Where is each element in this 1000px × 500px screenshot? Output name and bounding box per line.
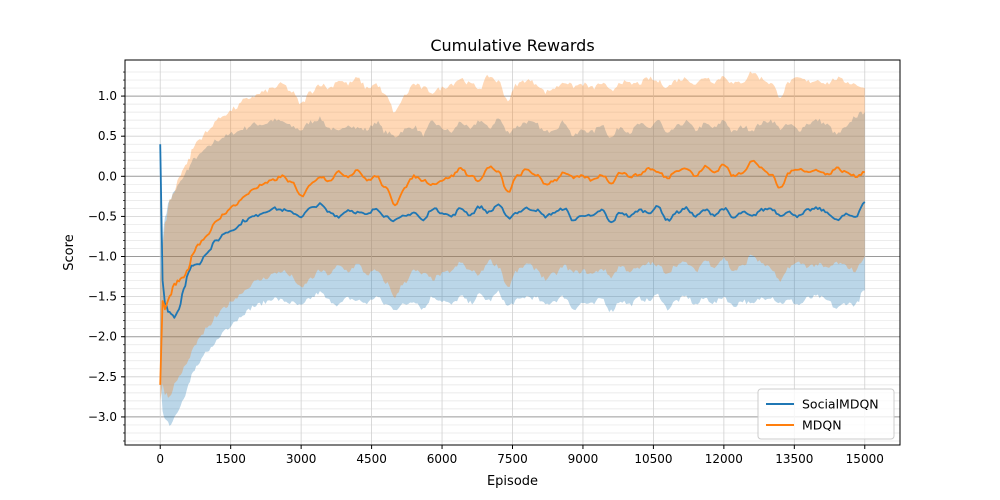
- x-tick-label: 1500: [215, 452, 246, 466]
- x-tick-label: 10500: [634, 452, 672, 466]
- x-axis-label: Episode: [487, 474, 538, 489]
- legend-label-mdqn: MDQN: [802, 418, 842, 433]
- y-tick-label: 1.0: [98, 89, 117, 103]
- y-tick-label: −1.0: [88, 250, 117, 264]
- y-axis-label: Score: [62, 234, 77, 270]
- x-axis-ticks: 0 1500 3000 4500 6000 7500 9000 10500 12000 13500…: [156, 445, 884, 466]
- band-socialmdqn: [160, 111, 865, 427]
- x-tick-label: 6000: [427, 452, 458, 466]
- y-tick-label: −2.0: [88, 330, 117, 344]
- chart-title: Cumulative Rewards: [430, 36, 594, 55]
- y-axis-ticks: −3.0 −2.5 −2.0 −1.5 −1.0 −0.5 0.0 0.5 1.0: [88, 71, 125, 442]
- x-tick-label: 15000: [846, 452, 884, 466]
- x-tick-label: 7500: [497, 452, 528, 466]
- legend: SocialMDQN MDQN: [757, 388, 895, 440]
- x-tick-label: 4500: [356, 452, 387, 466]
- y-tick-label: −0.5: [88, 209, 117, 223]
- x-tick-label: 13500: [775, 452, 813, 466]
- legend-label-socialmdqn: SocialMDQN: [802, 397, 879, 412]
- confidence-bands: [160, 71, 865, 427]
- line-socialmdqn: [159, 144, 866, 319]
- series-lines: [159, 144, 866, 385]
- y-tick-label: −1.5: [88, 290, 117, 304]
- x-tick-label: 9000: [568, 452, 599, 466]
- y-tick-label: −3.0: [88, 410, 117, 424]
- x-tick-label: 3000: [286, 452, 317, 466]
- legend-box: [757, 388, 895, 440]
- x-tick-label: 0: [156, 452, 164, 466]
- y-tick-label: 0.0: [98, 169, 117, 183]
- line-mdqn: [159, 159, 865, 385]
- y-tick-label: 0.5: [98, 129, 117, 143]
- band-mdqn: [160, 71, 865, 401]
- x-tick-label: 12000: [705, 452, 743, 466]
- y-tick-label: −2.5: [88, 370, 117, 384]
